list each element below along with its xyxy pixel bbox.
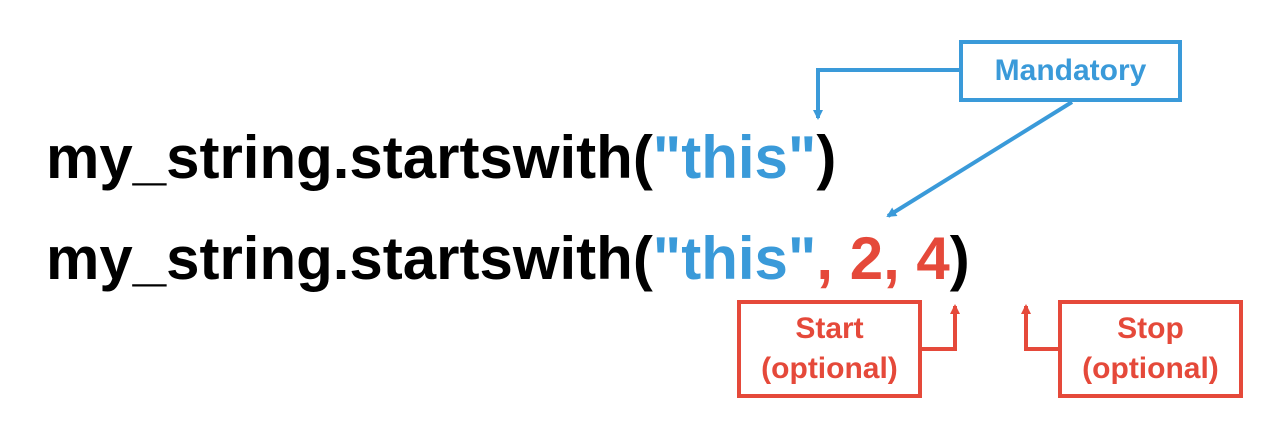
mandatory-argument: "this" xyxy=(652,124,817,191)
start-label-title: Start xyxy=(795,312,864,345)
closing-paren: ) xyxy=(816,124,837,191)
stop-arrow xyxy=(1021,304,1058,351)
mandatory-label: Mandatory xyxy=(994,54,1147,87)
mandatory-arrow-to-line1 xyxy=(813,68,959,120)
mandatory-argument: "this" xyxy=(652,225,817,292)
mandatory-label-box: Mandatory xyxy=(959,40,1182,102)
stop-label-note: (optional) xyxy=(1082,352,1219,385)
start-arrow xyxy=(922,304,960,351)
optional-arguments: , 2, 4 xyxy=(816,225,950,292)
mandatory-arrow-to-line2 xyxy=(886,100,1074,218)
start-label-note: (optional) xyxy=(761,352,898,385)
method-call-prefix: my_string.startswith( xyxy=(46,225,653,292)
stop-label-title: Stop xyxy=(1117,312,1184,345)
closing-paren: ) xyxy=(949,225,970,292)
code-line-with-optional-args: my_string.startswith("this", 2, 4) xyxy=(46,224,970,294)
stop-label-box: Stop (optional) xyxy=(1058,300,1243,398)
start-label-box: Start (optional) xyxy=(737,300,922,398)
method-call-prefix: my_string.startswith( xyxy=(46,124,653,191)
code-line-basic: my_string.startswith("this") xyxy=(46,123,836,193)
